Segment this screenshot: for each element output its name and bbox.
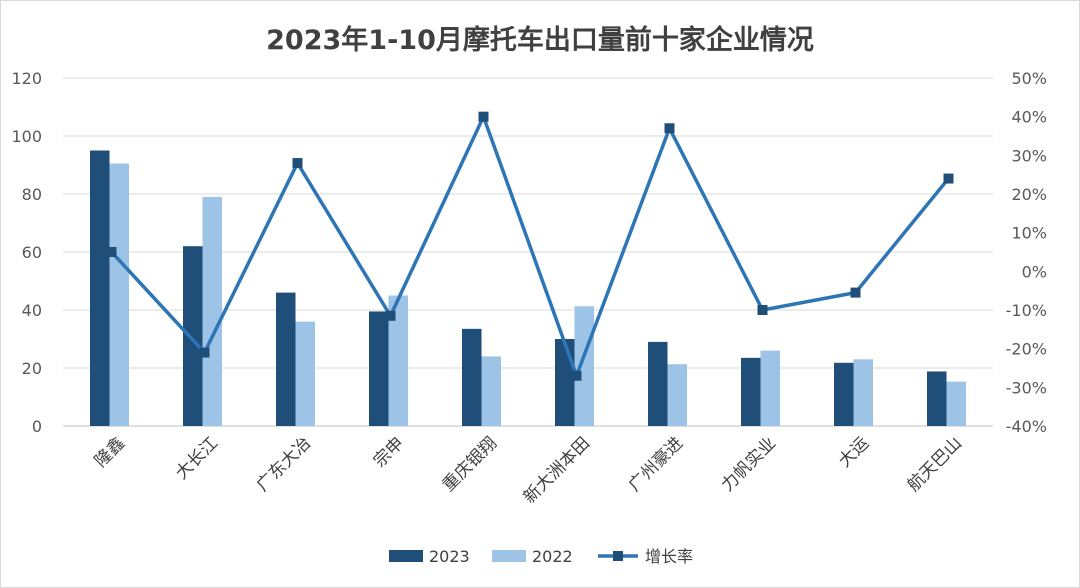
bar-2022-9 (946, 381, 966, 426)
left-axis: 0 20 40 60 80 100 120 (11, 69, 42, 436)
bar-2022-8 (853, 359, 873, 426)
growth-marker-0 (106, 247, 117, 257)
right-axis-tick-label: 50% (1011, 69, 1047, 88)
bar-2022-0 (109, 163, 129, 427)
right-axis-tick-label: 10% (1011, 224, 1047, 243)
left-axis-tick-label: 40 (22, 301, 42, 320)
category-label-2: 广东大冶 (253, 433, 315, 495)
bar-2023-9 (927, 371, 947, 426)
left-axis-tick-label: 0 (32, 417, 42, 436)
legend-label-1: 2022 (532, 547, 573, 566)
right-axis-tick-label: -30% (1006, 378, 1047, 397)
legend-swatch-1 (492, 550, 526, 562)
right-axis-tick-label: 20% (1011, 185, 1047, 204)
category-label-3: 宗申 (370, 433, 408, 471)
category-axis: 隆鑫 大长江 广东大冶 宗申 重庆银翔 新大洲本田 广州豪进 力帆实业 大运 航天巴山 (91, 433, 966, 508)
legend-label-2: 增长率 (645, 547, 693, 566)
growth-marker-1 (199, 347, 210, 358)
category-label-1: 大长江 (172, 433, 222, 483)
category-label-0: 隆鑫 (91, 433, 129, 471)
growth-line-series (106, 111, 954, 381)
category-label-4: 重庆银翔 (439, 433, 501, 495)
bar-2023-1 (183, 246, 203, 426)
right-axis: -40% -30% -20% -10% 0% 10% 20% 30% 40% 50% (1006, 69, 1047, 436)
bar-series (90, 150, 966, 427)
right-axis-tick-label: -20% (1006, 340, 1047, 359)
growth-line (110, 114, 950, 378)
growth-marker-3 (385, 310, 396, 321)
bar-2022-5 (574, 306, 594, 426)
bar-2023-2 (276, 292, 296, 426)
bar-2022-2 (295, 321, 315, 426)
right-axis-tick-label: 0% (1022, 262, 1047, 281)
category-label-8: 大运 (835, 433, 873, 471)
left-axis-tick-label: 20 (22, 359, 42, 378)
left-axis-tick-label: 120 (11, 69, 42, 88)
bar-2023-4 (462, 328, 482, 426)
right-axis-tick-label: 40% (1011, 108, 1047, 127)
category-label-9: 航天巴山 (904, 433, 966, 495)
legend: 2023 2022 增长率 (389, 547, 693, 566)
growth-marker-8 (850, 287, 861, 298)
bar-2023-3 (369, 311, 389, 426)
growth-marker-4 (478, 111, 489, 122)
bar-2023-5 (555, 339, 575, 426)
right-axis-tick-label: -10% (1006, 301, 1047, 320)
right-axis-tick-label: 30% (1011, 146, 1047, 165)
growth-marker-9 (943, 173, 954, 184)
growth-marker-2 (292, 158, 303, 169)
left-axis-tick-label: 80 (22, 185, 42, 204)
growth-marker-6 (664, 123, 675, 134)
left-axis-tick-label: 100 (11, 127, 42, 146)
bar-2022-6 (667, 364, 687, 426)
growth-marker-7 (757, 305, 768, 315)
bar-2023-0 (90, 150, 110, 426)
legend-marker-2 (613, 551, 623, 561)
bar-2022-4 (481, 356, 501, 426)
bar-2023-6 (648, 341, 668, 426)
bar-2022-1 (202, 196, 222, 426)
right-axis-tick-label: -40% (1006, 417, 1047, 436)
legend-swatch-0 (389, 550, 423, 562)
bar-2023-7 (741, 357, 761, 426)
legend-label-0: 2023 (429, 547, 470, 566)
growth-marker-5 (571, 370, 582, 381)
category-label-6: 广州豪进 (624, 433, 687, 496)
chart-title: 2023年1-10月摩托车出口量前十家企业情况 (266, 25, 814, 56)
bar-2022-3 (388, 295, 408, 426)
category-label-7: 力帆实业 (718, 433, 780, 495)
bar-2022-7 (760, 350, 780, 426)
left-axis-tick-label: 60 (22, 243, 42, 262)
category-label-5: 新大洲本田 (520, 433, 594, 507)
bar-2023-8 (834, 362, 854, 426)
